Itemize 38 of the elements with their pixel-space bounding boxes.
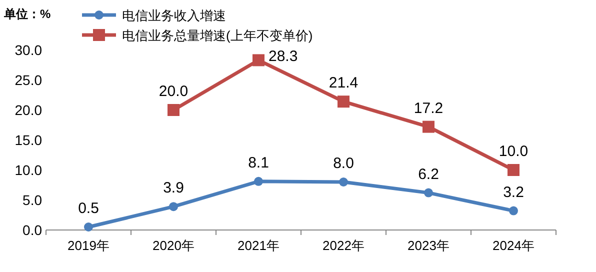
data-label: 21.4 — [328, 74, 358, 92]
point — [424, 188, 433, 198]
legend-label: 电信业务收入增速 — [122, 8, 226, 23]
y-tick-label: 10.0 — [14, 162, 42, 178]
point — [252, 54, 264, 66]
point — [339, 178, 348, 186]
data-label: 6.2 — [418, 166, 439, 183]
point — [338, 96, 350, 108]
x-tick-label: 2019年 — [68, 238, 110, 253]
data-label: 3.2 — [503, 184, 524, 201]
x-tick-label: 2021年 — [238, 238, 280, 253]
y-tick-label: 15.0 — [14, 132, 42, 148]
data-label: 3.9 — [163, 180, 184, 197]
data-label: 8.1 — [248, 154, 269, 172]
x-tick-label: 2020年 — [152, 238, 194, 253]
point — [169, 202, 178, 212]
point — [422, 120, 434, 133]
point — [254, 176, 263, 186]
legend-label: 电信业务总量增速(上年不变单价) — [122, 28, 313, 43]
data-label: 28.3 — [268, 48, 298, 66]
x-tick-label: 2022年 — [322, 238, 364, 253]
x-tick-label: 2023年 — [408, 238, 450, 253]
x-tick-label: 2024年 — [492, 238, 534, 253]
data-label: 10.0 — [498, 143, 528, 160]
data-label: 20.0 — [158, 83, 188, 100]
data-label: 0.5 — [78, 200, 99, 217]
y-tick-label: 20.0 — [14, 102, 42, 118]
point — [509, 206, 518, 216]
data-label: 17.2 — [414, 100, 444, 117]
y-tick-label: 25.0 — [14, 72, 42, 88]
y-axis-title: 单位：% — [3, 7, 51, 21]
y-tick-label: 30.0 — [14, 42, 42, 58]
point — [168, 104, 180, 116]
y-tick-label: 0.0 — [22, 222, 42, 238]
data-label: 8.0 — [333, 155, 354, 172]
point — [84, 222, 93, 232]
y-tick-label: 5.0 — [22, 192, 42, 208]
point — [508, 164, 520, 176]
